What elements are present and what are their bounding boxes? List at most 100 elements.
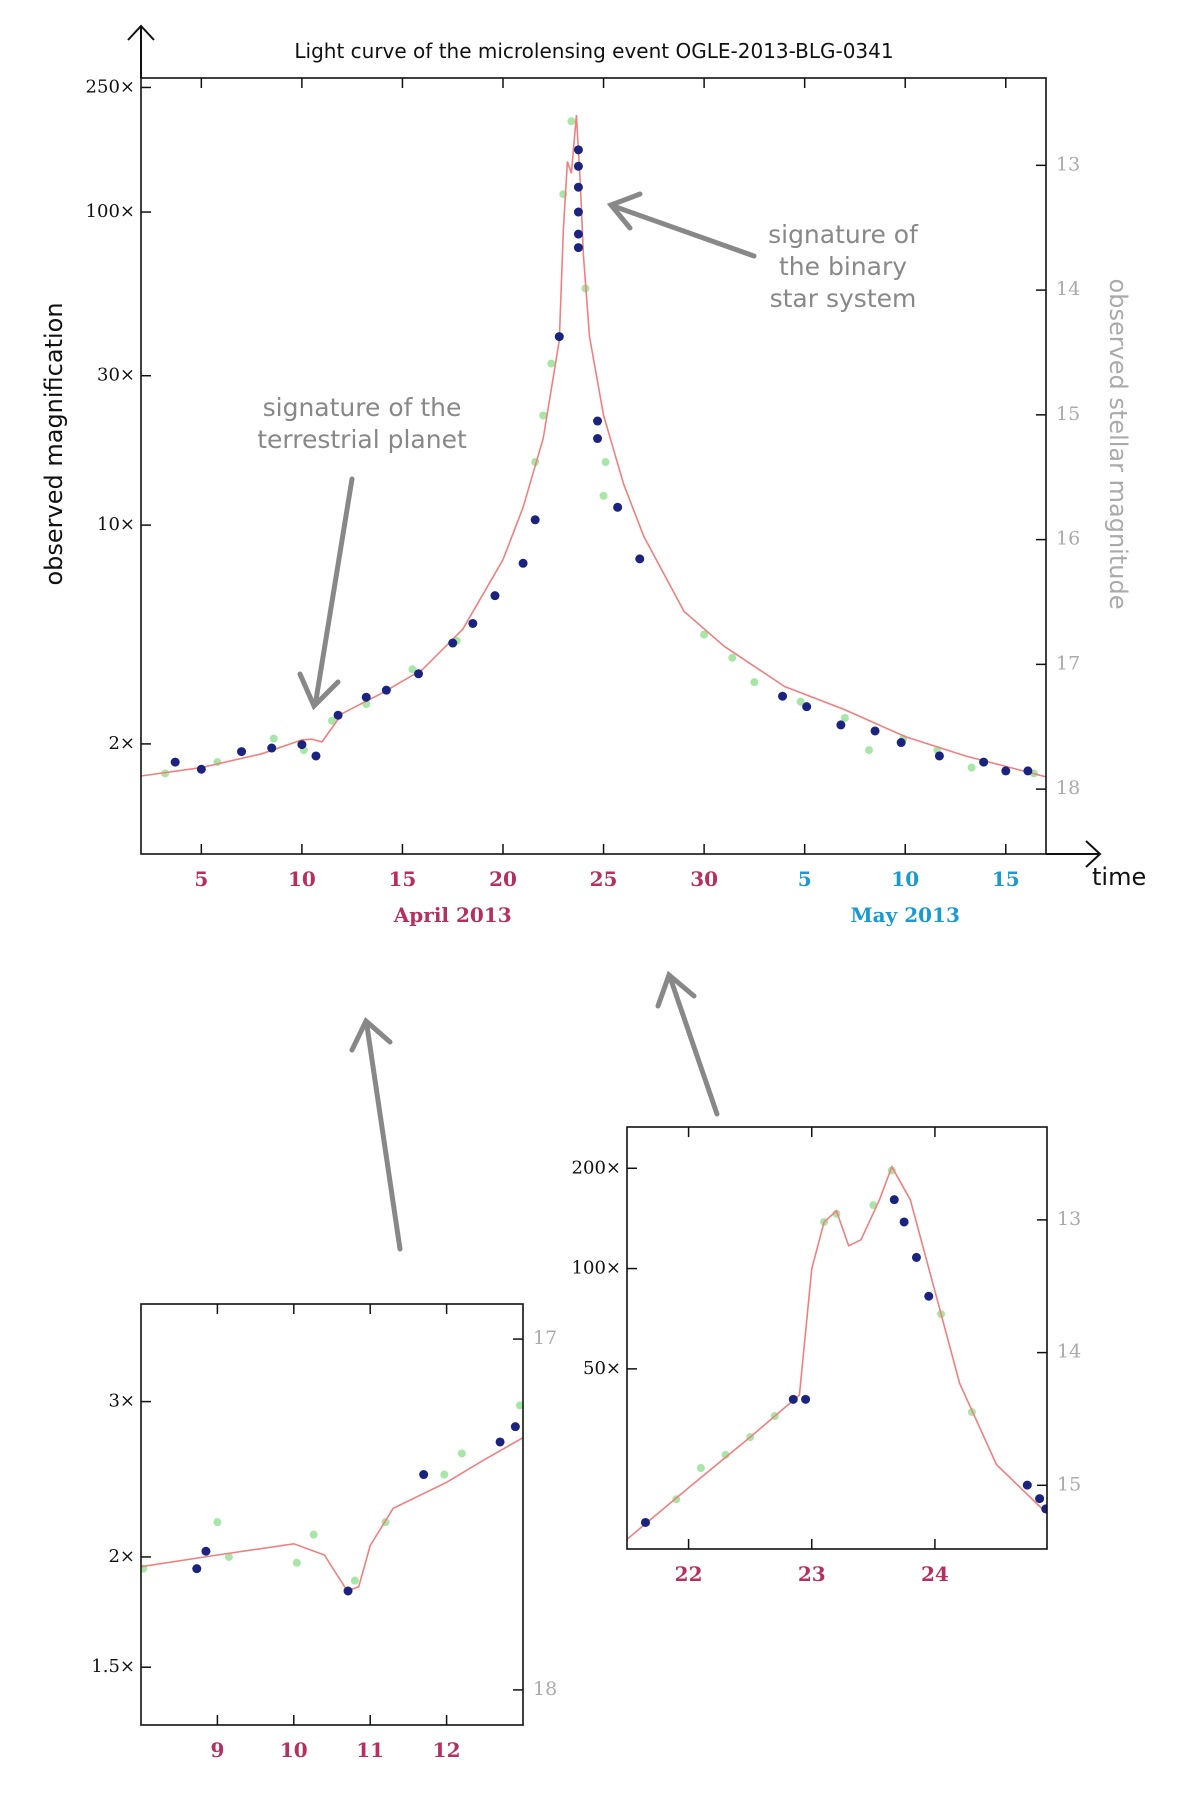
data-point [778, 691, 788, 701]
data-point [361, 692, 371, 702]
y2-tick-label: 15 [1056, 403, 1080, 425]
data-point [979, 757, 989, 767]
pointer-arrows [297, 191, 757, 1252]
data-point [237, 747, 247, 757]
y2-tick-label: 17 [1056, 652, 1080, 674]
x-tick-label: 22 [675, 1562, 703, 1586]
y2-axis-label: observed stellar magnitude [1104, 279, 1132, 610]
model-curve [141, 115, 1046, 778]
data-point [518, 558, 528, 568]
data-point [870, 726, 880, 736]
planet-arrow [313, 476, 355, 703]
data-point [640, 1517, 650, 1527]
planet-arrow-head [297, 671, 341, 711]
frame [140, 77, 1047, 855]
data-point [328, 716, 337, 725]
y2-tick-label: 15 [1057, 1473, 1081, 1495]
data-point [801, 1394, 811, 1404]
data-point [593, 434, 603, 444]
data-point [343, 1586, 353, 1596]
data-point [201, 1546, 211, 1556]
data-point [448, 638, 458, 648]
data-point [567, 117, 576, 126]
data-point [613, 502, 623, 512]
data-point [192, 1564, 202, 1574]
x-tick-label: 10 [891, 867, 919, 891]
x-tick-label: 5 [798, 867, 812, 891]
annotation: the binary [779, 252, 907, 281]
data-point [350, 1576, 359, 1585]
chart: 200× 100× 50× 13 14 15 22 23 24 [572, 1126, 1081, 1586]
data-point [840, 713, 849, 722]
data-point [269, 734, 278, 743]
annotation: terrestrial planet [257, 425, 467, 454]
data-point [224, 1552, 233, 1561]
y-tick-label: 30× [97, 365, 135, 386]
data-point [601, 458, 610, 467]
y-tick-label: 3× [108, 1391, 135, 1412]
data-point [573, 182, 583, 192]
data-point [924, 1291, 934, 1301]
data-point [796, 697, 805, 706]
data-point [1035, 1494, 1045, 1504]
data-point [700, 630, 709, 639]
data-point [573, 229, 583, 239]
x-tick-label: 24 [921, 1562, 949, 1586]
data-point [309, 1530, 318, 1539]
data-point [1041, 1504, 1047, 1514]
data-point [468, 618, 478, 628]
data-point [696, 1464, 705, 1473]
x-tick-label: 9 [210, 1738, 224, 1762]
x-tick-label: 15 [992, 867, 1020, 891]
chart: 250× 100× 30× 10× 2× 13 14 15 16 17 18 5 10 15 20 25 30 5… [86, 76, 1081, 927]
y-tick-label: 2× [108, 1546, 135, 1567]
data-point [728, 653, 737, 662]
month-label: May 2013 [851, 903, 960, 927]
y2-tick-label: 13 [1057, 1208, 1081, 1230]
data-point [573, 207, 583, 217]
y-tick-label: 2× [108, 733, 135, 754]
data-point [539, 411, 548, 420]
inset1-arrow-head [349, 1016, 393, 1053]
y-tick-label: 50× [583, 1358, 621, 1379]
data-point [889, 1195, 899, 1205]
y-tick-label: 250× [86, 76, 135, 97]
data-point [381, 685, 391, 695]
data-point [802, 702, 812, 712]
y2-tick-label: 13 [1056, 153, 1080, 175]
y2-tick-label: 17 [533, 1327, 557, 1349]
data-point [297, 740, 307, 750]
frame [140, 1303, 524, 1726]
x-tick-label: 20 [489, 867, 517, 891]
y2-tick-label: 18 [533, 1678, 557, 1700]
data-point [440, 1470, 449, 1479]
annotation: signature of the [263, 393, 462, 422]
inset2-arrow-head [655, 970, 697, 1009]
y2-tick-label: 14 [1057, 1341, 1081, 1363]
data-point [196, 764, 206, 774]
data-point [292, 1558, 301, 1567]
data-point [490, 591, 500, 601]
data-point [170, 757, 180, 767]
model-curve [141, 1437, 523, 1592]
data-point [457, 1449, 466, 1458]
y2-tick-label: 16 [1056, 528, 1080, 550]
month-label: April 2013 [393, 903, 512, 927]
data-point [573, 243, 583, 253]
data-point [721, 1450, 730, 1459]
x-tick-label: 11 [356, 1738, 384, 1762]
chart: 3× 2× 1.5× 17 18 9 10 11 12 [91, 1303, 557, 1762]
data-point [788, 1394, 798, 1404]
y-axis-label: observed magnification [40, 302, 68, 585]
y-tick-label: 1.5× [91, 1656, 135, 1677]
y2-tick-label: 18 [1056, 777, 1080, 799]
data-point [547, 359, 556, 368]
binary-arrow [613, 204, 757, 259]
binary-arrow-head [606, 191, 643, 231]
annotation: signature of [768, 220, 919, 249]
data-point [836, 720, 846, 730]
annotation: star system [770, 284, 917, 313]
x-axis-label: time [1092, 863, 1146, 891]
y-tick-label: 10× [97, 514, 135, 535]
